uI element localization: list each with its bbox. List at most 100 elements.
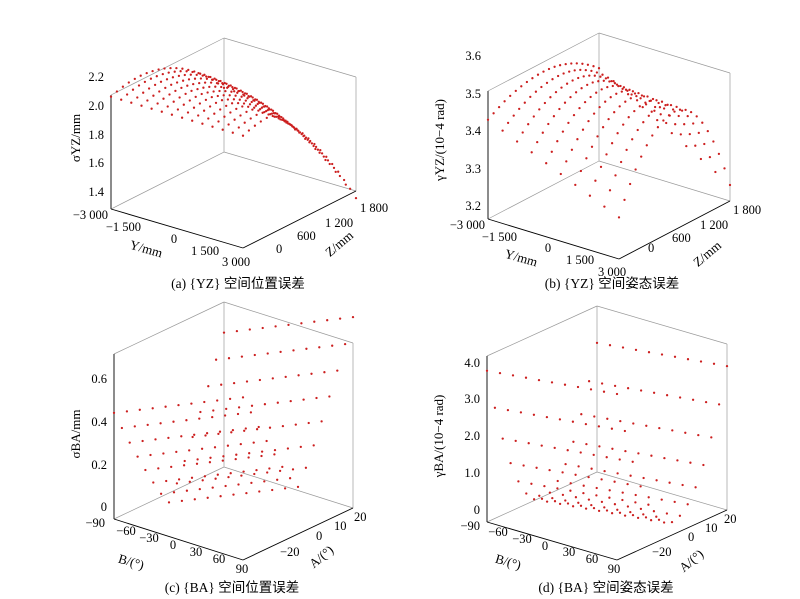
panel-a-z-ticks: 1.4 1.6 1.8 2.0 2.2 xyxy=(88,70,104,199)
data-point xyxy=(547,67,551,71)
data-point xyxy=(196,458,199,461)
data-point xyxy=(225,104,228,108)
data-point xyxy=(606,85,609,89)
data-point xyxy=(670,520,674,524)
data-point xyxy=(646,95,649,98)
data-point xyxy=(255,113,258,117)
data-point xyxy=(334,170,337,174)
data-point xyxy=(186,111,190,114)
data-point xyxy=(590,467,593,470)
data-point xyxy=(146,99,149,102)
data-point xyxy=(650,454,653,457)
y-tick: 10 xyxy=(705,521,718,535)
data-point xyxy=(599,165,603,169)
data-point xyxy=(233,90,236,93)
data-point xyxy=(223,115,226,118)
data-point xyxy=(532,413,536,416)
data-point xyxy=(245,491,248,495)
data-point xyxy=(232,381,236,385)
data-point xyxy=(312,444,315,447)
data-point xyxy=(265,105,269,108)
data-point xyxy=(662,107,666,110)
data-point xyxy=(223,414,227,417)
data-point xyxy=(190,89,193,93)
data-point xyxy=(597,80,600,83)
data-point xyxy=(673,110,676,113)
data-point xyxy=(187,68,190,72)
data-point xyxy=(618,458,621,461)
data-point xyxy=(316,148,320,151)
data-point xyxy=(631,90,635,93)
data-point xyxy=(198,81,201,85)
data-point xyxy=(676,459,679,462)
panel-b-x-ticks: −3 000 −1 500 0 1 500 3 000 xyxy=(450,218,626,279)
data-point xyxy=(125,410,129,413)
data-point xyxy=(241,396,245,399)
data-point xyxy=(571,420,575,423)
data-point xyxy=(532,115,535,118)
data-point xyxy=(610,79,613,83)
data-point xyxy=(176,108,180,111)
data-point xyxy=(273,115,276,118)
data-point xyxy=(699,157,703,161)
data-point xyxy=(644,516,648,519)
data-point xyxy=(242,470,245,473)
data-point xyxy=(249,117,252,120)
data-point xyxy=(239,114,242,117)
data-point xyxy=(152,94,155,97)
data-point xyxy=(249,411,253,414)
data-point xyxy=(515,140,519,143)
data-point xyxy=(214,477,217,480)
data-point xyxy=(253,124,257,127)
z-tick: 3.4 xyxy=(465,124,481,138)
panel-d-points xyxy=(485,341,729,524)
data-point xyxy=(680,109,684,112)
data-point xyxy=(660,100,664,103)
panel-a: 1.4 1.6 1.8 2.0 2.2 −3 000 −1 500 0 1 50… xyxy=(68,37,388,291)
y-tick: 600 xyxy=(297,229,316,243)
data-point xyxy=(492,112,495,115)
data-point xyxy=(540,85,543,89)
data-point xyxy=(629,510,632,514)
data-point xyxy=(621,346,625,349)
data-point xyxy=(586,83,589,87)
data-point xyxy=(227,85,230,89)
data-point xyxy=(579,169,583,173)
data-point xyxy=(227,123,230,126)
data-point xyxy=(247,129,251,132)
data-point xyxy=(610,512,614,515)
data-point xyxy=(175,450,178,454)
data-point xyxy=(201,479,204,482)
data-point xyxy=(187,78,191,81)
data-point xyxy=(485,369,489,372)
data-point xyxy=(238,98,241,101)
data-point xyxy=(213,446,217,449)
data-point xyxy=(642,513,645,516)
data-point xyxy=(621,491,624,494)
data-point xyxy=(177,74,181,78)
data-point xyxy=(255,98,259,101)
x-tick: 0 xyxy=(170,538,176,552)
data-point xyxy=(188,99,191,102)
data-point xyxy=(565,160,568,163)
data-point xyxy=(636,128,639,132)
z-axis-label: σBA/mm xyxy=(68,410,83,459)
data-point xyxy=(611,447,614,450)
data-point xyxy=(137,84,141,87)
data-point xyxy=(568,70,571,73)
data-point xyxy=(171,76,175,79)
panel-c-axes xyxy=(113,354,354,561)
data-point xyxy=(637,452,640,455)
data-point xyxy=(501,437,504,440)
data-point xyxy=(692,122,695,125)
data-point xyxy=(190,402,193,405)
data-point xyxy=(674,123,677,126)
data-point xyxy=(621,498,624,502)
data-point xyxy=(221,81,224,85)
data-point xyxy=(203,475,207,478)
data-point xyxy=(164,86,167,90)
data-point xyxy=(603,469,606,473)
data-point xyxy=(587,380,591,383)
data-point xyxy=(205,432,209,435)
data-point xyxy=(247,105,250,108)
